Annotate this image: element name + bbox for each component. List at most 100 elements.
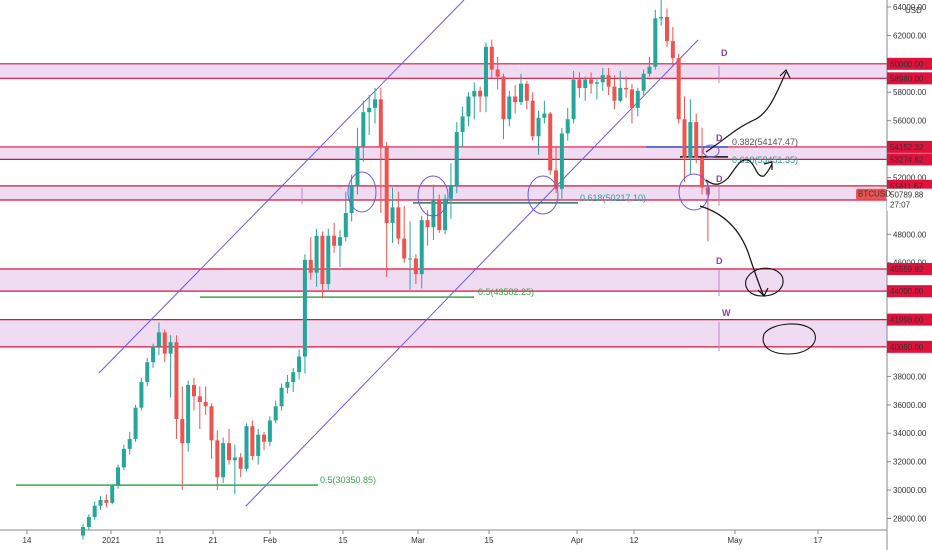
- candle-body: [133, 407, 138, 439]
- price-labels: 60000.00 58980.00 54152.32 53274.62 51411.67…: [856, 57, 932, 353]
- price-tick-label: 58000.00: [893, 88, 927, 97]
- time-tick-label: 15: [339, 536, 348, 545]
- candle-body: [495, 69, 500, 77]
- zone-low-label: 58980.00: [890, 74, 924, 83]
- candle-body: [209, 406, 214, 441]
- candle-body: [612, 86, 617, 101]
- candle-body: [688, 122, 693, 158]
- candle-body: [215, 440, 220, 478]
- candle-body: [665, 16, 669, 42]
- candle-body: [203, 401, 208, 407]
- candle-body: [483, 46, 488, 97]
- price-tick-label: 56000.00: [893, 117, 927, 126]
- candle-body: [320, 235, 325, 285]
- candle-body: [373, 99, 377, 108]
- target-scribble: [745, 267, 784, 297]
- candle-body: [221, 443, 226, 478]
- candle-body: [162, 332, 167, 354]
- candles: [81, 0, 710, 540]
- price-tick-label: 62000.00: [893, 31, 927, 40]
- candle-body: [653, 18, 658, 67]
- circle-annotation: [527, 175, 559, 215]
- candle-body: [168, 342, 173, 354]
- candle-body: [413, 258, 418, 275]
- candle-body: [343, 213, 348, 238]
- candle-body: [332, 235, 337, 246]
- candle-body: [606, 75, 611, 87]
- candle-body: [98, 500, 103, 506]
- candle-body: [676, 58, 681, 120]
- candle-body: [291, 372, 296, 383]
- candle-body: [326, 235, 331, 285]
- timeframe-marker: D: [721, 48, 728, 58]
- candle-body: [577, 79, 582, 88]
- candle-body: [647, 66, 652, 74]
- candle-body: [197, 396, 202, 402]
- zone-high-label-bg: [887, 313, 932, 326]
- zone-high-label: 51411.67: [890, 182, 923, 191]
- zone-high-label: 41998.00: [890, 316, 924, 325]
- candle-body: [408, 258, 413, 260]
- candle-body: [501, 76, 506, 120]
- time-tick-label: 14: [23, 536, 32, 545]
- candle-body: [267, 420, 272, 442]
- candle-body: [116, 467, 121, 486]
- arrowhead: [763, 161, 773, 170]
- candle-body: [524, 83, 529, 101]
- zone-high-label-bg: [887, 262, 932, 275]
- candle-body: [127, 438, 132, 449]
- time-tick-label: 15: [485, 536, 494, 545]
- candle-body: [425, 220, 430, 228]
- candle-body: [81, 527, 85, 536]
- time-tick-label: Feb: [263, 536, 277, 545]
- fib-label: 0.5(43582.25): [478, 287, 534, 297]
- candle-body: [489, 46, 494, 70]
- price-tick-label: 28000.00: [893, 514, 927, 523]
- candle-body: [542, 113, 547, 118]
- currency-label: USD: [905, 6, 922, 15]
- time-tick-label: 11: [156, 536, 165, 545]
- candle-body: [390, 207, 395, 223]
- candle-body: [174, 342, 179, 420]
- candle-body: [355, 146, 360, 187]
- countdown-label: 27:07: [890, 201, 911, 210]
- arrowhead: [779, 68, 791, 79]
- trend-channel: [98, 0, 699, 507]
- candle-body: [641, 73, 646, 91]
- circle-annotation: [678, 173, 710, 211]
- candle-body: [180, 419, 185, 444]
- candle-body: [554, 170, 559, 189]
- candle-body: [396, 207, 401, 239]
- candle-body: [618, 87, 623, 101]
- zone-fill: [0, 146, 887, 160]
- time-tick-label: 17: [814, 536, 823, 545]
- projection-wave: [705, 159, 773, 185]
- price-tick-label: 30000.00: [893, 486, 927, 495]
- time-tick-label: 12: [630, 536, 639, 545]
- candle-body: [361, 112, 366, 147]
- candle-body: [466, 96, 471, 117]
- chart-texts: D D D D W: [716, 48, 731, 318]
- time-tick-label: Mar: [411, 536, 425, 545]
- time-tick-label: Apr: [571, 536, 584, 545]
- symbol-tag-bg: [856, 188, 886, 200]
- zone-fill: [0, 268, 887, 292]
- zone-low-label-bg: [887, 153, 932, 166]
- candle-body: [104, 500, 109, 503]
- candle-body: [460, 116, 465, 133]
- price-tick-label: 34000.00: [893, 429, 927, 438]
- fib-label: 0.618(50217.10): [580, 193, 646, 203]
- projection-down: [699, 205, 765, 297]
- zone-high-label: 54152.32: [890, 143, 924, 152]
- zone-high-label-bg: [887, 140, 932, 153]
- symbol-tag: BTCUSD: [858, 190, 891, 199]
- time-tick-label: 2021: [102, 536, 120, 545]
- current-price-label: 50789.88: [890, 191, 924, 200]
- zone-low-label: 44000.00: [890, 287, 924, 296]
- projection-up: [705, 71, 787, 153]
- candle-body: [565, 119, 570, 134]
- current-price-bg: [887, 188, 932, 211]
- candle-body: [367, 107, 372, 113]
- candle-body: [110, 485, 115, 503]
